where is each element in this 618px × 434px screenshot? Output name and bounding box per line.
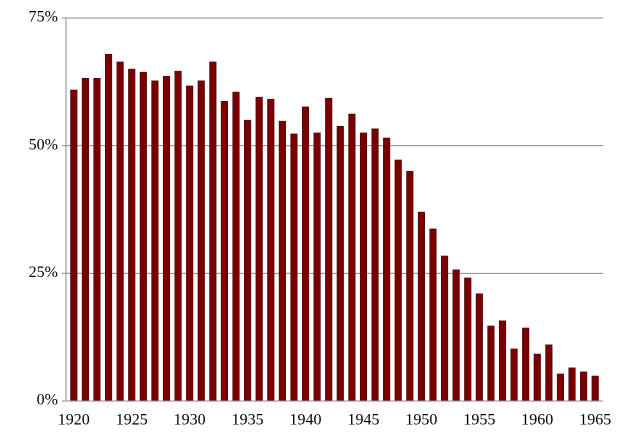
bar xyxy=(220,100,228,402)
bar xyxy=(429,228,437,402)
bar xyxy=(568,367,576,402)
bar xyxy=(139,71,147,402)
bar xyxy=(336,126,344,402)
bar xyxy=(174,70,182,402)
bar xyxy=(70,89,78,402)
bar xyxy=(522,327,530,402)
bar xyxy=(93,78,101,402)
bar xyxy=(290,133,298,402)
x-tick-label: 1930 xyxy=(174,412,206,429)
bar xyxy=(498,320,507,402)
x-tick-label: 1965 xyxy=(579,412,611,429)
bar xyxy=(313,132,321,402)
bar xyxy=(394,159,402,402)
bar xyxy=(209,61,217,402)
bar xyxy=(105,54,113,402)
bar xyxy=(533,353,541,402)
bar xyxy=(116,61,124,402)
bar xyxy=(232,91,240,402)
bar xyxy=(81,78,89,402)
bar xyxy=(359,132,368,402)
y-tick-label: 75% xyxy=(29,9,58,26)
bar xyxy=(580,371,588,402)
y-tick-label: 0% xyxy=(37,392,58,409)
bar xyxy=(278,120,286,402)
bar xyxy=(197,80,205,402)
bar xyxy=(128,68,136,402)
x-tick-label: 1920 xyxy=(58,412,90,429)
bar xyxy=(383,137,391,402)
bar xyxy=(417,211,425,402)
bar xyxy=(406,170,414,402)
bar xyxy=(267,98,275,402)
x-tick-label: 1960 xyxy=(521,412,553,429)
bar xyxy=(591,375,599,402)
bar xyxy=(475,293,483,402)
bar xyxy=(348,113,356,402)
x-tick-label: 1950 xyxy=(405,412,437,429)
bar xyxy=(371,128,379,402)
bar xyxy=(556,373,564,402)
x-tick-label: 1945 xyxy=(347,412,379,429)
bar xyxy=(510,348,518,402)
bar xyxy=(545,344,553,402)
bar xyxy=(255,96,263,402)
bar xyxy=(301,106,310,402)
bar xyxy=(151,80,159,402)
y-tick-label: 25% xyxy=(29,264,58,281)
bar xyxy=(186,85,194,402)
x-tick-label: 1955 xyxy=(463,412,495,429)
bar xyxy=(244,119,252,402)
bar xyxy=(162,75,171,402)
x-tick-label: 1940 xyxy=(290,412,322,429)
bar xyxy=(441,255,449,402)
bar xyxy=(325,97,333,402)
bar xyxy=(452,269,460,402)
x-tick-label: 1925 xyxy=(116,412,148,429)
bar xyxy=(464,277,472,402)
x-tick-label: 1935 xyxy=(232,412,264,429)
bar xyxy=(487,325,495,402)
y-tick-label: 50% xyxy=(29,136,58,153)
